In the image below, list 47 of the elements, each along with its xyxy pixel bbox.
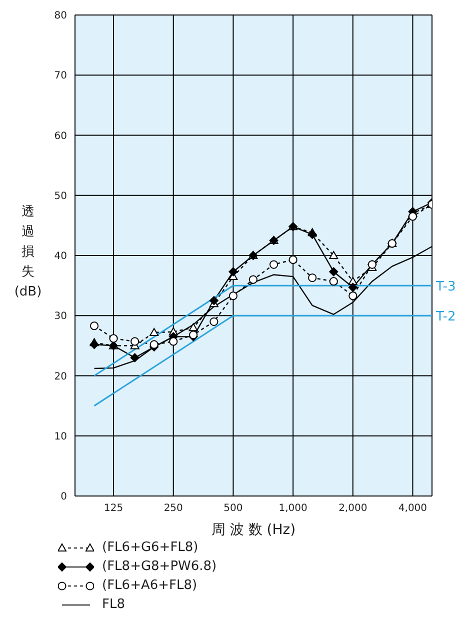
x-tick-label: 1,000 [278, 503, 308, 514]
x-axis-title: 周 波 数 (Hz) [211, 522, 296, 538]
y-tick-label: 50 [54, 190, 67, 202]
point [228, 291, 238, 300]
legend-label: (FL8+G8+PW6.8) [102, 559, 217, 574]
y-tick-label: 0 [60, 492, 67, 503]
y-tick-label: 80 [54, 10, 67, 22]
x-tick-label: 125 [104, 503, 124, 514]
series-label: T-2 [435, 310, 456, 325]
legend-label: (FL6+A6+FL8) [102, 578, 198, 593]
x-tick-label: 2,000 [338, 503, 368, 514]
point [248, 275, 258, 284]
point [150, 340, 158, 349]
point [329, 277, 338, 286]
point [329, 251, 338, 259]
point [130, 337, 140, 346]
y-tick-label: 20 [54, 371, 67, 382]
point [210, 317, 218, 326]
point [308, 230, 317, 239]
point [329, 267, 338, 276]
legend-label: (FL6+G6+FL8) [102, 540, 198, 555]
point [269, 260, 278, 269]
point [130, 353, 140, 362]
x-tick-label: 500 [224, 503, 243, 514]
point [288, 255, 298, 264]
point [308, 273, 317, 282]
y-tick-label: 30 [54, 311, 67, 322]
point [209, 296, 218, 306]
point [90, 322, 99, 330]
point [150, 328, 159, 336]
series-label: T-3 [435, 280, 456, 295]
point [188, 323, 198, 332]
y-tick-label: 40 [54, 251, 67, 262]
y-tick-label: 60 [54, 130, 67, 142]
point [109, 334, 118, 343]
y-tick-label: 10 [54, 431, 67, 442]
point [90, 340, 99, 349]
y-axis-title: 透過損失(dB) [14, 204, 42, 300]
point [408, 212, 418, 221]
y-tick-label: 70 [54, 70, 67, 82]
point [348, 291, 358, 300]
x-tick-label: 250 [164, 503, 183, 514]
point [228, 267, 238, 276]
point [348, 282, 358, 292]
point [169, 337, 178, 346]
x-tick-label: 4,000 [398, 503, 428, 514]
legend-label: FL8 [102, 597, 125, 612]
